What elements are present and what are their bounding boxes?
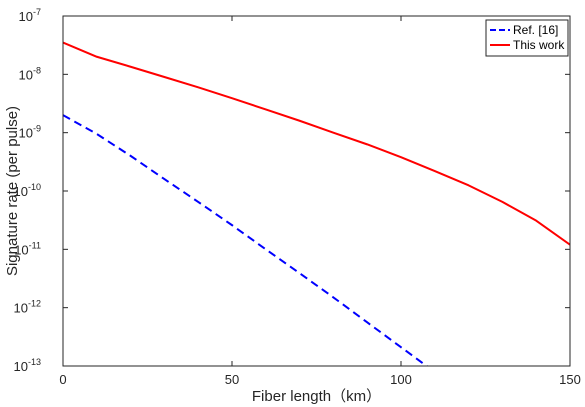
y-tick-label: 10-7 <box>19 7 41 24</box>
series-line-1 <box>63 114 429 366</box>
y-tick-label: 10-12 <box>14 299 41 316</box>
plot-area-background <box>63 16 570 366</box>
legend-label-2: This work <box>513 38 565 52</box>
series-layer <box>63 41 570 366</box>
ticks-layer: 0 50 100 150 10-13 10-12 10-11 10-10 10-9 10-8 10-… <box>14 7 581 387</box>
legend-box <box>485 19 569 57</box>
series-line-2 <box>63 41 570 246</box>
y-tick-label: 10-13 <box>14 357 41 374</box>
y-tick-label: 10-9 <box>19 124 41 141</box>
y-axis-title: Signature rate (per pulse) <box>4 106 21 276</box>
y-tick-label: 10-10 <box>14 182 41 199</box>
legend: Ref. [16]This work <box>485 19 569 57</box>
y-tick-label: 10-8 <box>19 65 41 82</box>
legend-label-1: Ref. [16] <box>513 23 558 37</box>
x-axis-title: Fiber length（km） <box>252 388 381 405</box>
x-tick-label: 0 <box>59 372 66 387</box>
x-tick-label: 150 <box>559 372 581 387</box>
x-tick-label: 50 <box>225 372 239 387</box>
y-tick-label: 10-11 <box>14 240 41 257</box>
x-tick-label: 100 <box>390 372 412 387</box>
